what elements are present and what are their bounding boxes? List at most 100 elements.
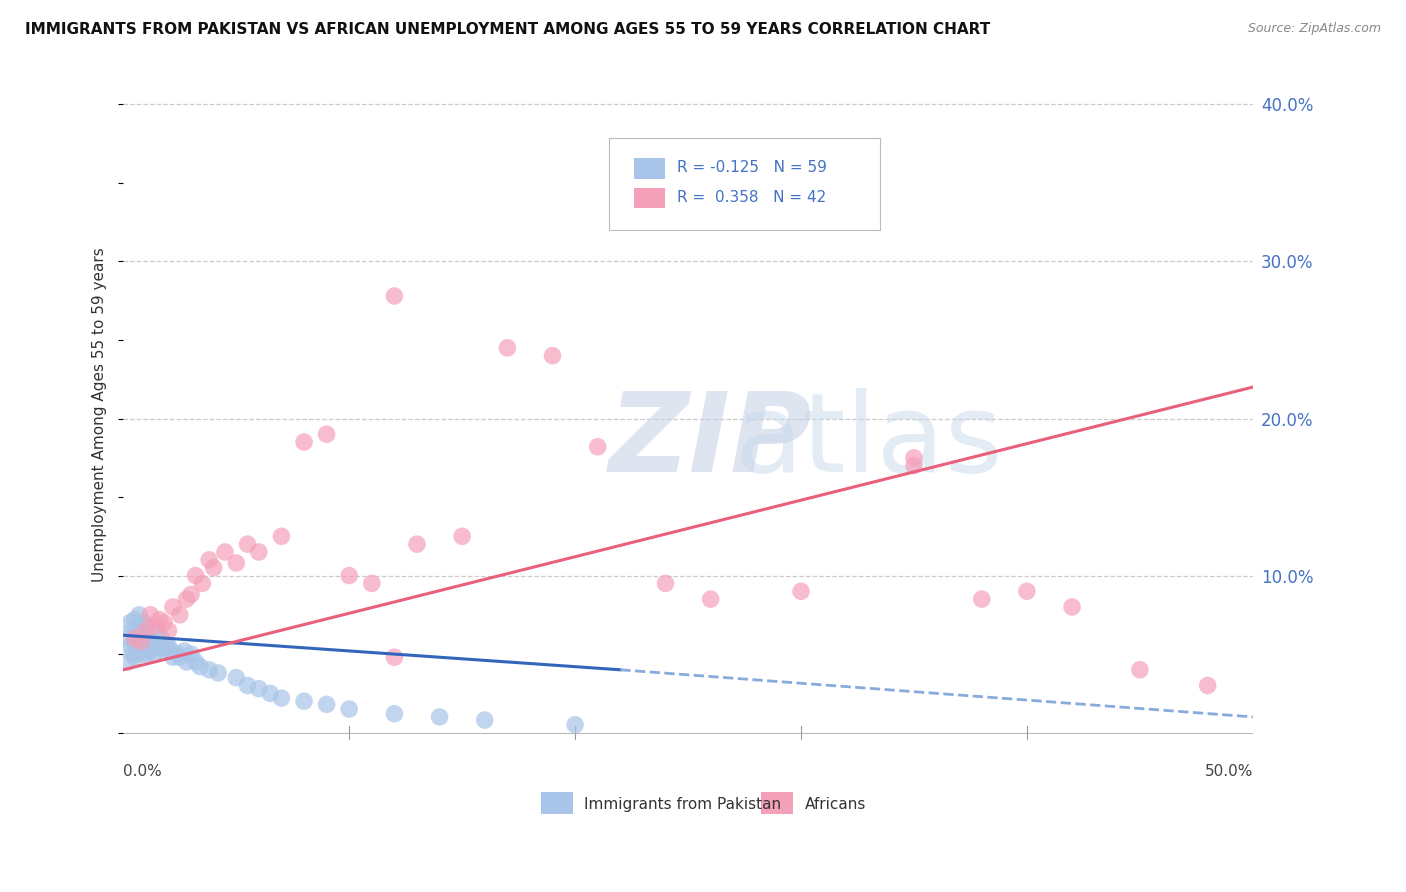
Point [214, 545, 236, 559]
Point [496, 341, 519, 355]
Point [142, 634, 165, 648]
Point [384, 289, 406, 303]
Point [136, 639, 159, 653]
Point [131, 647, 153, 661]
Point [128, 607, 150, 622]
Text: ZIP: ZIP [609, 388, 813, 495]
Point [159, 644, 181, 658]
Point [169, 650, 191, 665]
Point [970, 592, 993, 607]
Point [166, 647, 188, 661]
Point [131, 634, 153, 648]
Point [148, 613, 170, 627]
Text: Africans: Africans [804, 797, 866, 812]
Point [176, 655, 198, 669]
Point [654, 576, 676, 591]
Point [146, 624, 169, 638]
Text: R = -0.125   N = 59: R = -0.125 N = 59 [676, 160, 827, 175]
Point [225, 556, 247, 570]
Point [169, 607, 191, 622]
Point [1129, 663, 1152, 677]
Point [173, 644, 195, 658]
Point [136, 619, 159, 633]
Point [1062, 599, 1084, 614]
Point [125, 619, 148, 633]
Point [541, 349, 564, 363]
Point [315, 698, 337, 712]
Point [451, 529, 474, 543]
Point [131, 634, 153, 648]
Point [157, 624, 180, 638]
Point [120, 615, 142, 630]
Text: 0.0%: 0.0% [124, 764, 162, 779]
Point [143, 647, 166, 661]
Point [360, 576, 382, 591]
Point [198, 663, 221, 677]
Point [176, 592, 198, 607]
Point [125, 628, 148, 642]
Point [384, 706, 406, 721]
Point [903, 458, 925, 473]
Point [474, 713, 496, 727]
Point [148, 639, 170, 653]
Bar [541, 792, 572, 814]
Point [236, 679, 259, 693]
Point [153, 615, 176, 630]
Point [247, 545, 270, 559]
Point [225, 671, 247, 685]
Point [259, 686, 281, 700]
Point [270, 529, 292, 543]
Point [131, 626, 153, 640]
Point [198, 553, 221, 567]
Point [135, 624, 157, 638]
Point [162, 650, 184, 665]
Point [384, 650, 406, 665]
Point [903, 450, 925, 465]
Point [135, 647, 157, 661]
Y-axis label: Unemployment Among Ages 55 to 59 years: Unemployment Among Ages 55 to 59 years [93, 247, 107, 582]
Point [139, 632, 162, 646]
Point [150, 632, 173, 646]
Text: R =  0.358   N = 42: R = 0.358 N = 42 [676, 190, 825, 205]
Bar [634, 159, 665, 179]
Point [184, 655, 207, 669]
Point [162, 599, 184, 614]
Point [114, 632, 136, 646]
Point [180, 587, 202, 601]
Point [247, 681, 270, 696]
Text: Source: ZipAtlas.com: Source: ZipAtlas.com [1247, 22, 1381, 36]
Text: Immigrants from Pakistan: Immigrants from Pakistan [583, 797, 782, 812]
Point [191, 576, 214, 591]
Point [184, 568, 207, 582]
Point [132, 628, 155, 642]
Point [121, 624, 143, 638]
Point [139, 644, 162, 658]
Point [124, 613, 146, 627]
Text: IMMIGRANTS FROM PAKISTAN VS AFRICAN UNEMPLOYMENT AMONG AGES 55 TO 59 YEARS CORRE: IMMIGRANTS FROM PAKISTAN VS AFRICAN UNEM… [25, 22, 991, 37]
Bar [762, 792, 793, 814]
Point [202, 560, 225, 574]
Point [153, 644, 176, 658]
Point [128, 639, 150, 653]
Point [146, 639, 169, 653]
Point [121, 647, 143, 661]
Point [188, 659, 211, 673]
Text: 50.0%: 50.0% [1205, 764, 1253, 779]
Point [1015, 584, 1038, 599]
Point [292, 435, 315, 450]
Point [180, 647, 202, 661]
Bar [634, 187, 665, 208]
Point [564, 718, 586, 732]
Point [120, 639, 142, 653]
Point [315, 427, 337, 442]
Point [139, 607, 162, 622]
Point [429, 710, 451, 724]
Point [406, 537, 429, 551]
Point [124, 632, 146, 646]
Point [337, 568, 360, 582]
Point [124, 634, 146, 648]
Point [337, 702, 360, 716]
Point [1197, 679, 1219, 693]
Point [143, 619, 166, 633]
Point [132, 615, 155, 630]
